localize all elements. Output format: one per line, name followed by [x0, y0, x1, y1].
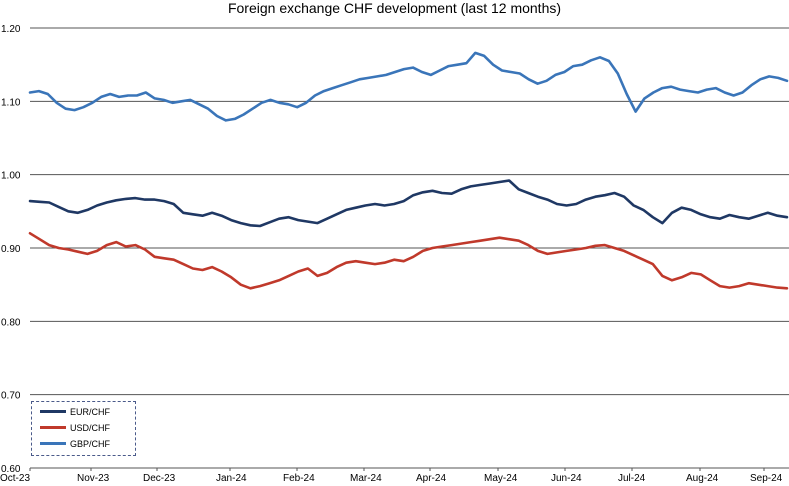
x-tick-label: Oct-23	[0, 473, 30, 484]
x-tick-label: Jun-24	[551, 473, 582, 484]
legend-item-gbp-chf: GBP/CHF	[40, 438, 110, 450]
y-tick-label: 1.10	[1, 97, 21, 108]
x-tick-label: Dec-23	[143, 473, 176, 484]
legend-swatch-usd-chf	[40, 426, 66, 430]
chart-title: Foreign exchange CHF development (last 1…	[227, 0, 562, 16]
series-line-gbp-chf	[28, 51, 789, 122]
chart-legend: EUR/CHF USD/CHF GBP/CHF	[31, 401, 136, 456]
x-tick-label: Nov-23	[77, 473, 110, 484]
legend-item-eur-chf: EUR/CHF	[40, 406, 110, 418]
y-tick-label: 0.70	[1, 391, 21, 402]
legend-label-eur-chf: EUR/CHF	[70, 407, 110, 417]
x-tick-label: Mar-24	[350, 473, 382, 484]
y-tick-label: 1.20	[1, 24, 21, 35]
x-tick-label: Jul-24	[618, 473, 646, 484]
legend-label-gbp-chf: GBP/CHF	[70, 439, 111, 449]
y-tick-label: 0.80	[1, 317, 21, 328]
series-line-usd-chf	[28, 232, 789, 290]
x-tick-label: Aug-24	[686, 473, 719, 484]
legend-swatch-eur-chf	[40, 410, 66, 414]
x-tick-label: Jan-24	[216, 473, 247, 484]
x-tick-label: May-24	[484, 473, 518, 484]
x-tick-label: Apr-24	[416, 473, 446, 484]
y-tick-label: 1.00	[1, 171, 21, 182]
legend-swatch-gbp-chf	[40, 442, 66, 446]
y-tick-label: 0.60	[1, 464, 21, 475]
x-tick-label: Feb-24	[283, 473, 315, 484]
legend-item-usd-chf: USD/CHF	[40, 422, 110, 434]
y-tick-label: 0.90	[1, 244, 21, 255]
legend-label-usd-chf: USD/CHF	[70, 423, 110, 433]
series-line-eur-chf	[28, 179, 789, 228]
x-tick-label: Sep-24	[750, 473, 783, 484]
